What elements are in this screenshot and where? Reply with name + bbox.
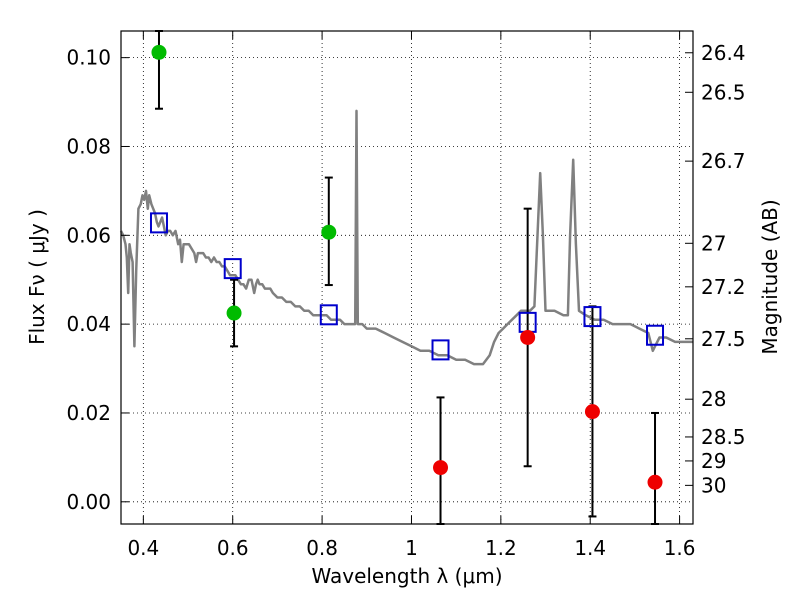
model-photometry-square	[583, 306, 602, 328]
y-tick-label: 0.08	[66, 134, 111, 158]
mag-tick-label: 27	[701, 231, 726, 255]
mag-tick-label: 26.5	[701, 80, 746, 104]
y2-axis-label: Magnitude (AB)	[758, 199, 782, 354]
upper-limit-point	[520, 329, 536, 345]
mag-tick-label: 29	[701, 449, 726, 473]
detection-point	[321, 224, 337, 240]
plot-frame	[120, 30, 694, 525]
mag-tick-label: 28	[701, 387, 726, 411]
x-tick-label: 1.4	[574, 536, 606, 560]
y-tick-label: 0.00	[66, 490, 111, 514]
spectrum-line	[119, 109, 693, 366]
upper-limit-point	[584, 404, 600, 420]
model-photometry-square	[646, 324, 665, 346]
x-tick-label: 0.6	[217, 536, 249, 560]
x-axis-label: Wavelength λ (μm)	[311, 564, 502, 588]
x-tick-label: 1	[405, 536, 418, 560]
upper-limit-point	[433, 460, 449, 476]
x-tick-label: 0.4	[127, 536, 159, 560]
y-tick-label: 0.10	[66, 46, 111, 70]
mag-tick-label: 27.5	[701, 327, 746, 351]
detection-point	[226, 305, 242, 321]
x-tick-label: 1.6	[664, 536, 696, 560]
mag-tick-label: 28.5	[701, 425, 746, 449]
marker-layer	[149, 44, 665, 490]
y-tick-labels: 0.00 0.02 0.04 0.06 0.08 0.10	[66, 46, 111, 514]
mag-tick-label: 26.7	[701, 149, 746, 173]
detection-point	[151, 44, 167, 60]
model-photometry-square	[149, 212, 168, 234]
mag-tick-label: 26.4	[701, 41, 746, 65]
y-tick-label: 0.04	[66, 312, 111, 336]
mag-tick-label: 27.2	[701, 275, 746, 299]
y-tick-label: 0.06	[66, 223, 111, 247]
x-tick-labels: 0.4 0.6 0.8 1 1.2 1.4 1.6	[127, 536, 695, 560]
model-photometry-square	[223, 258, 242, 280]
model-photometry-square	[431, 339, 450, 361]
grid-lines	[121, 31, 693, 524]
upper-limit-point	[647, 474, 663, 490]
model-photometry-square	[319, 304, 338, 326]
y-tick-label: 0.02	[66, 401, 111, 425]
x-tick-label: 1.2	[485, 536, 517, 560]
tick-marks	[121, 31, 693, 524]
x-tick-label: 0.8	[306, 536, 338, 560]
spectrum-layer	[119, 109, 693, 366]
y-axis-label: Flux Fν ( μJy )	[25, 209, 49, 345]
mag-tick-label: 30	[701, 473, 726, 497]
